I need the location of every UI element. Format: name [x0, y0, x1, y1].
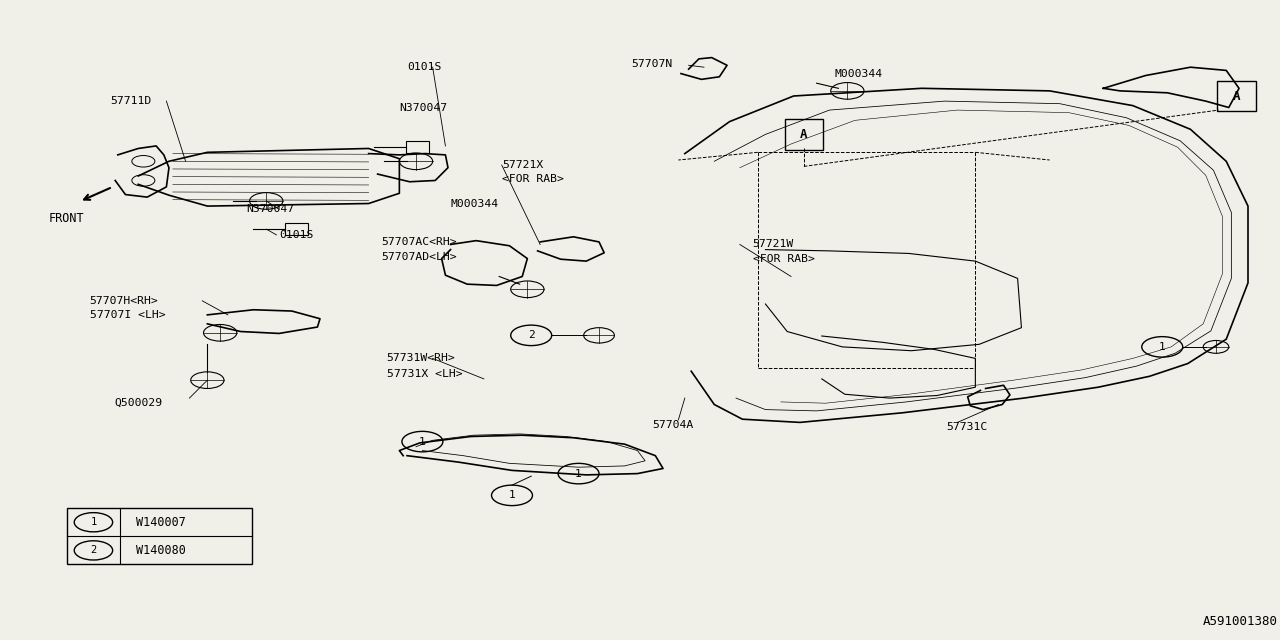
Text: 2: 2	[91, 545, 96, 556]
Text: M000344: M000344	[835, 69, 883, 79]
Text: M000344: M000344	[451, 198, 499, 209]
Text: 57707AD<LH>: 57707AD<LH>	[381, 252, 457, 262]
Text: 0101S: 0101S	[279, 230, 314, 240]
Text: 57711D: 57711D	[110, 96, 151, 106]
Text: 57721W: 57721W	[753, 239, 794, 250]
Text: 57731X <LH>: 57731X <LH>	[387, 369, 462, 379]
Text: 57707H<RH>: 57707H<RH>	[90, 296, 159, 306]
Text: 0101S: 0101S	[407, 62, 442, 72]
Text: 57707AC<RH>: 57707AC<RH>	[381, 237, 457, 247]
Text: Q500029: Q500029	[114, 398, 163, 408]
Text: A: A	[1233, 90, 1240, 102]
Text: N370047: N370047	[246, 204, 294, 214]
Text: 57707N: 57707N	[631, 59, 672, 69]
Text: <FOR RAB>: <FOR RAB>	[753, 254, 814, 264]
Text: A591001380: A591001380	[1202, 616, 1277, 628]
Text: 57704A: 57704A	[653, 420, 694, 430]
Text: W140007: W140007	[136, 516, 186, 529]
Text: 57721X: 57721X	[502, 160, 543, 170]
Text: 1: 1	[91, 517, 96, 527]
Text: A: A	[800, 128, 808, 141]
Text: 57731C: 57731C	[946, 422, 987, 433]
Text: <FOR RAB>: <FOR RAB>	[502, 174, 563, 184]
Bar	[285, 223, 308, 235]
Text: 1: 1	[1158, 342, 1166, 352]
Bar	[67, 508, 252, 564]
Text: N370047: N370047	[399, 102, 448, 113]
Text: FRONT: FRONT	[49, 212, 84, 225]
Bar	[1217, 81, 1256, 111]
Bar	[785, 119, 823, 150]
Text: 1: 1	[508, 490, 516, 500]
Bar	[406, 141, 429, 153]
Text: 57731W<RH>: 57731W<RH>	[387, 353, 456, 364]
Text: 2: 2	[527, 330, 535, 340]
Text: 57707I <LH>: 57707I <LH>	[90, 310, 165, 320]
Text: 1: 1	[419, 436, 426, 447]
Text: W140080: W140080	[136, 544, 186, 557]
Text: 1: 1	[575, 468, 582, 479]
